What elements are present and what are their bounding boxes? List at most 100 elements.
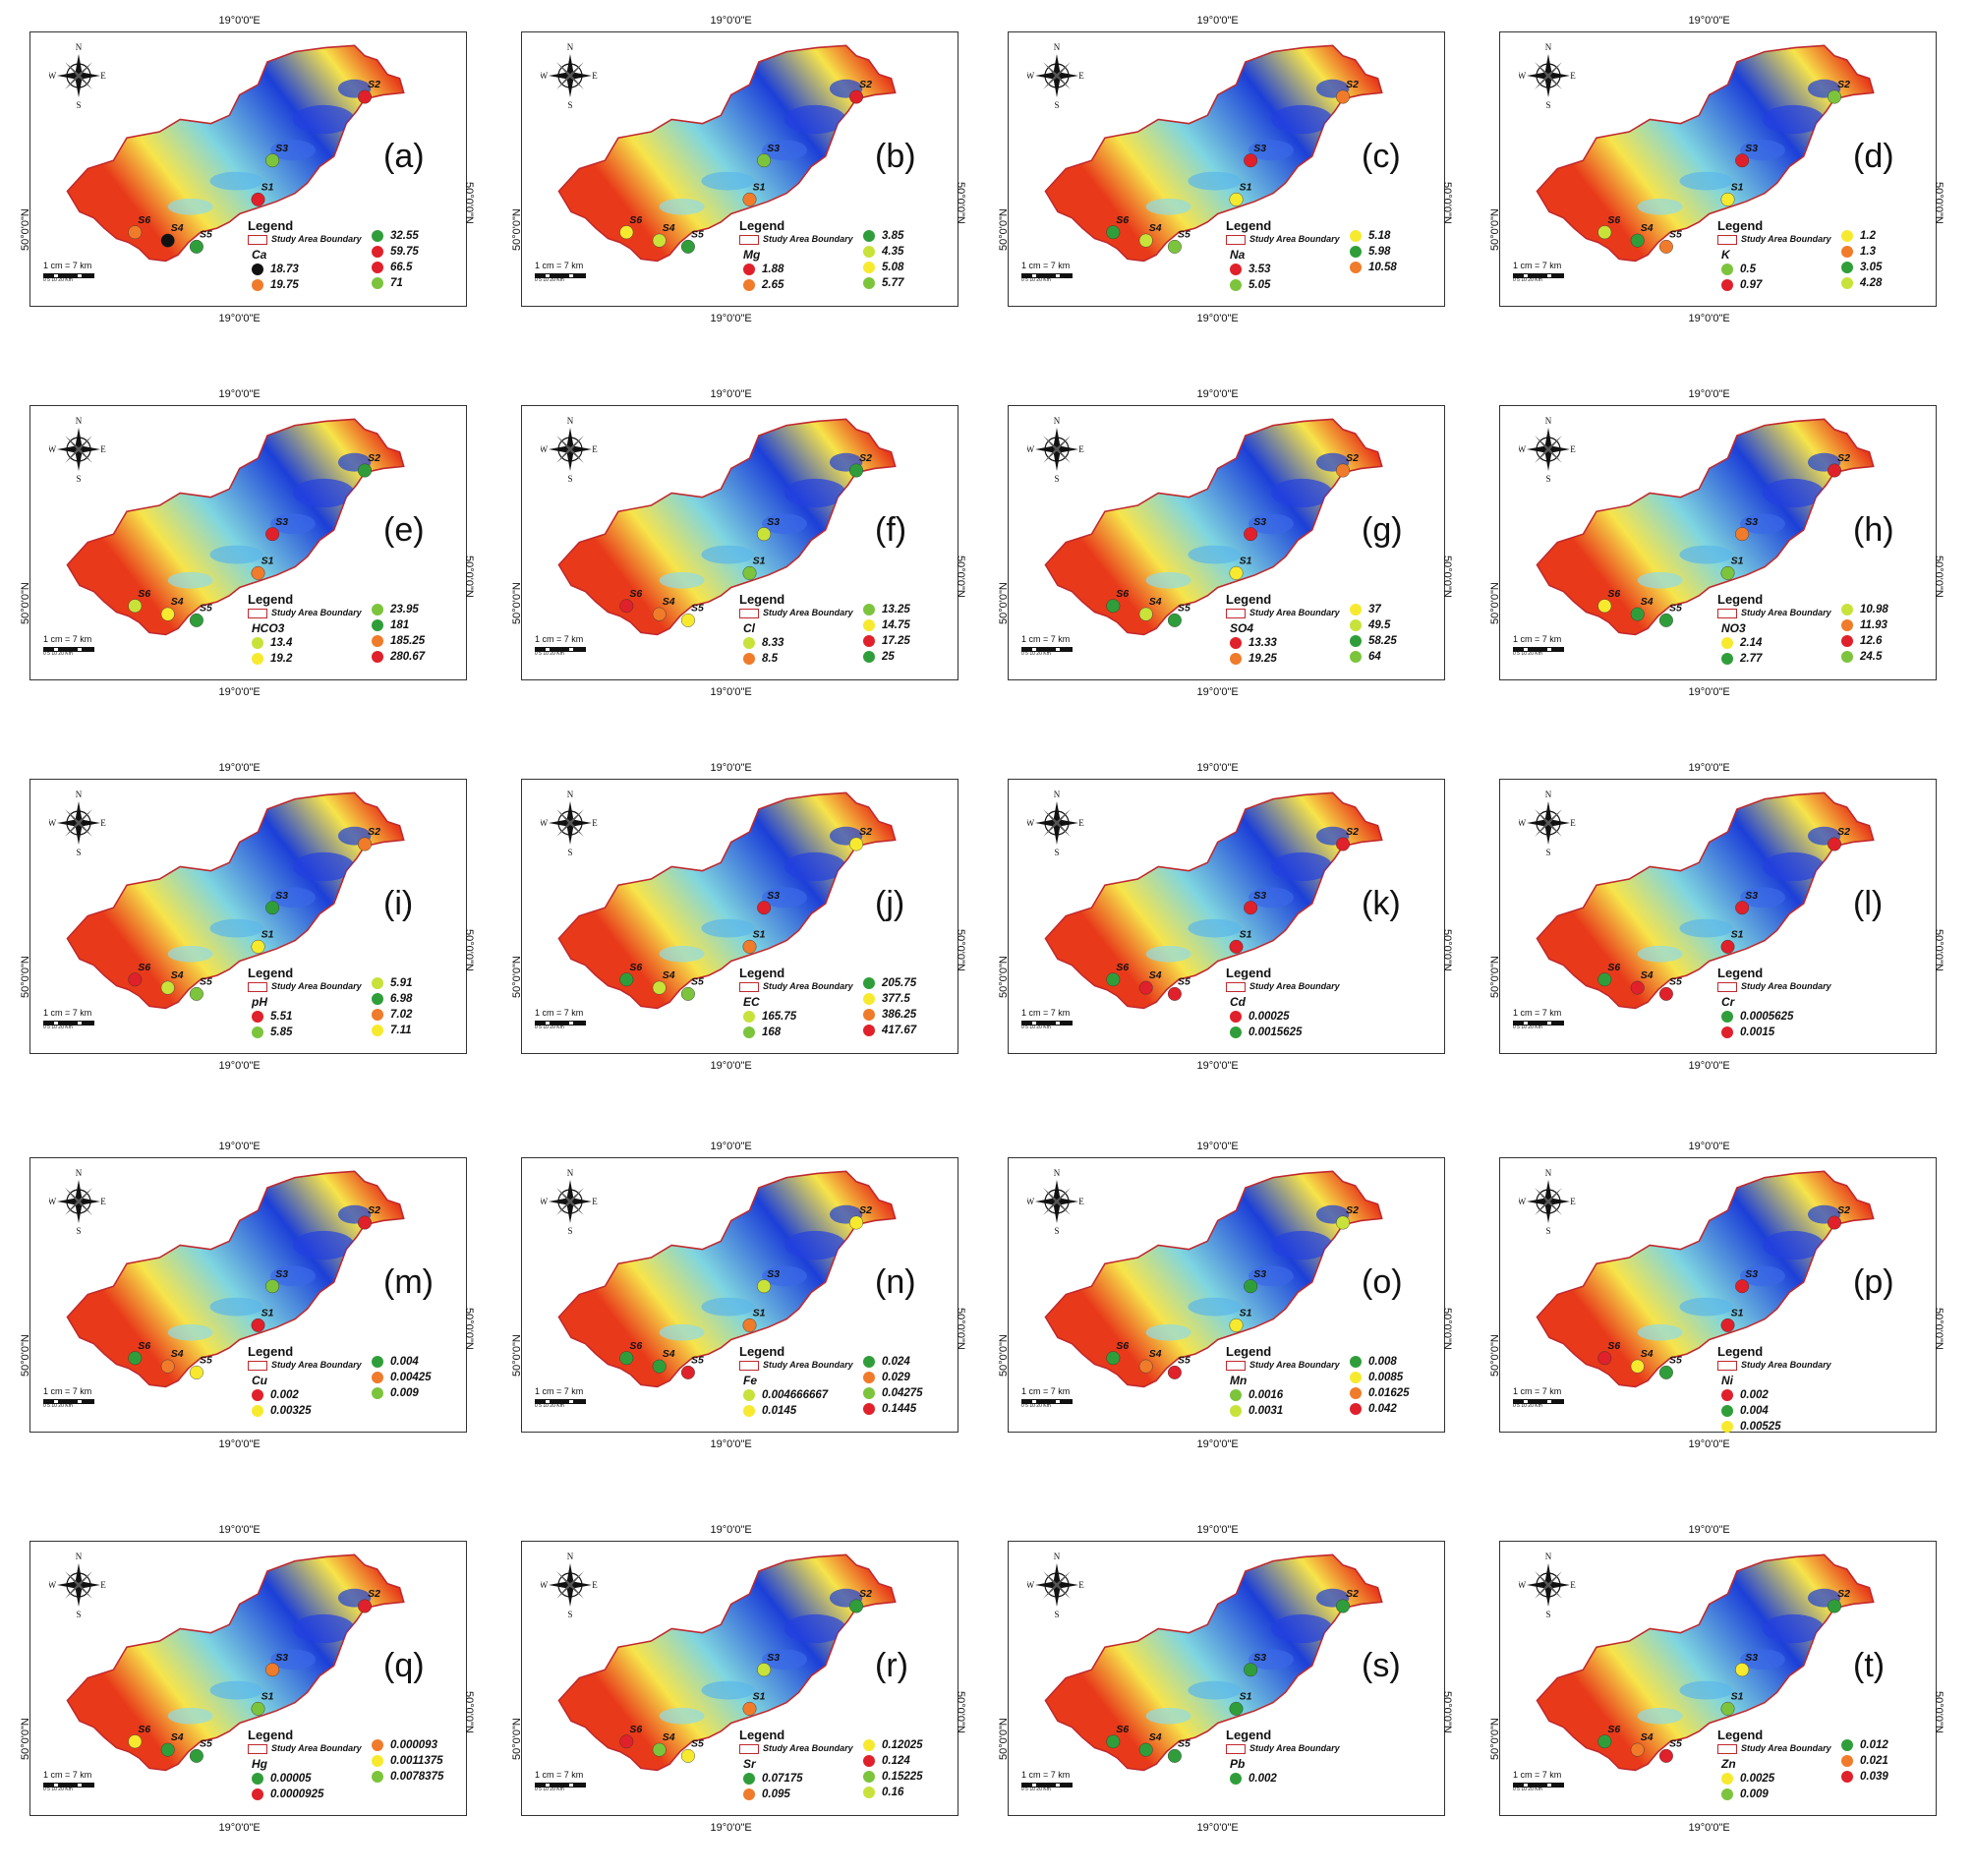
svg-text:N: N xyxy=(76,790,83,799)
legend-item: 0.07175 xyxy=(743,1773,803,1785)
svg-text:N: N xyxy=(1545,790,1552,799)
north-arrow-icon: N S W E xyxy=(1519,790,1576,857)
scale-bar-graphic xyxy=(43,647,94,652)
site-label-s4: S4 xyxy=(663,1349,675,1360)
sampling-site-s4 xyxy=(160,980,175,995)
svg-text:S: S xyxy=(76,848,81,857)
site-label-s5: S5 xyxy=(200,1355,212,1366)
legend: Legend Study Area Boundary Cl 8.33 8.5 13.25 1… xyxy=(739,592,956,690)
legend-color-dot xyxy=(372,1356,383,1368)
legend-item: 0.1445 xyxy=(863,1403,916,1415)
site-label-s1: S1 xyxy=(1731,1691,1744,1702)
sampling-site-s6 xyxy=(619,972,634,987)
svg-text:S: S xyxy=(1054,1610,1059,1619)
longitude-label-top: 19°0'0"E xyxy=(1196,762,1239,774)
scale-bar-graphic xyxy=(535,1783,586,1788)
legend-item: 1.88 xyxy=(743,264,784,275)
latitude-label-right: 50°0'0"N xyxy=(463,1308,475,1350)
legend-title: Legend xyxy=(248,1728,294,1742)
latitude-label-right: 50°0'0"N xyxy=(955,556,966,598)
site-label-s6: S6 xyxy=(138,215,150,226)
legend-color-dot xyxy=(1841,619,1853,631)
legend: Legend Study Area Boundary Sr 0.07175 0.095 0… xyxy=(739,1728,956,1826)
legend-boundary-entry: Study Area Boundary xyxy=(739,234,853,245)
boundary-swatch xyxy=(1226,1360,1246,1371)
scale-bar-ticks: 0 5 10 20 Km xyxy=(43,651,73,657)
elevation-surface xyxy=(557,1170,897,1388)
longitude-label-bottom: 19°0'0"E xyxy=(218,313,261,324)
legend-boundary-entry: Study Area Boundary xyxy=(1226,1360,1340,1371)
scale-bar-ticks: 0 5 10 20 Km xyxy=(43,1025,73,1030)
legend-color-dot xyxy=(1230,1773,1242,1785)
legend-parameter-name: Mg xyxy=(743,248,761,262)
legend-item: 23.95 xyxy=(372,604,419,616)
site-label-s4: S4 xyxy=(1641,1349,1654,1360)
svg-text:E: E xyxy=(1078,1197,1084,1206)
site-label-s4: S4 xyxy=(1149,970,1162,981)
legend: Legend Study Area Boundary Fe 0.004666667 0.… xyxy=(739,1344,956,1442)
site-label-s6: S6 xyxy=(629,963,642,973)
legend: Legend Study Area Boundary Na 3.53 5.05 5.18 5… xyxy=(1226,218,1442,317)
legend-color-dot xyxy=(252,1788,263,1800)
sampling-site-s1 xyxy=(742,1701,757,1716)
north-arrow-icon: N S W E xyxy=(1519,1168,1576,1236)
sampling-site-s3 xyxy=(1244,901,1258,915)
site-label-s2: S2 xyxy=(1346,80,1359,90)
legend-title: Legend xyxy=(248,966,294,980)
svg-text:S: S xyxy=(76,1226,81,1236)
sampling-site-s2 xyxy=(1336,837,1351,851)
site-label-s6: S6 xyxy=(1607,1725,1620,1735)
svg-text:W: W xyxy=(1027,1197,1035,1206)
site-label-s1: S1 xyxy=(1240,1691,1252,1702)
legend-item: 8.5 xyxy=(743,653,778,665)
legend-boundary-entry: Study Area Boundary xyxy=(1226,1743,1340,1754)
legend-color-dot xyxy=(863,651,875,663)
svg-text:W: W xyxy=(1519,818,1527,828)
latitude-label-right: 50°0'0"N xyxy=(1441,182,1453,224)
site-label-s2: S2 xyxy=(1837,453,1850,464)
legend-color-dot xyxy=(863,619,875,631)
legend-boundary-entry: Study Area Boundary xyxy=(248,1360,362,1371)
scale-bar: 1 cm = 7 km 0 5 10 20 Km xyxy=(1513,1008,1564,1030)
panel-letter-label: (o) xyxy=(1362,1263,1403,1301)
site-label-s2: S2 xyxy=(1346,453,1359,464)
site-label-s3: S3 xyxy=(1253,144,1266,154)
sampling-site-s4 xyxy=(160,233,175,248)
svg-text:S: S xyxy=(76,100,81,110)
north-arrow-icon: N S W E xyxy=(541,790,598,857)
legend-item: 13.4 xyxy=(252,637,292,649)
legend-item: 6.98 xyxy=(372,993,412,1005)
scale-bar-ticks: 0 5 10 20 Km xyxy=(1021,1403,1051,1409)
scale-bar-graphic xyxy=(43,1783,94,1788)
svg-text:E: E xyxy=(1570,1580,1576,1590)
legend-color-dot xyxy=(863,993,875,1005)
sampling-site-s6 xyxy=(1106,972,1121,987)
map-panel: 19°0'0"E 19°0'0"E 50°0'0"N 50°0'0"N S1 S2 S3 S4… xyxy=(1489,1519,1946,1844)
legend-boundary-entry: Study Area Boundary xyxy=(1717,981,1831,992)
site-label-s3: S3 xyxy=(767,1653,780,1664)
svg-text:W: W xyxy=(49,444,57,454)
sampling-site-s2 xyxy=(1828,837,1842,851)
legend-color-dot xyxy=(1721,653,1733,665)
scale-bar: 1 cm = 7 km 0 5 10 20 Km xyxy=(535,1770,586,1792)
longitude-label-bottom: 19°0'0"E xyxy=(1196,1822,1239,1834)
latitude-label-left: 50°0'0"N xyxy=(998,1334,1010,1377)
legend-parameter-name: Cl xyxy=(743,621,755,635)
study-area-map: S1 S2 S3 S4 S5 S6 xyxy=(1044,44,1383,263)
legend-color-dot xyxy=(372,277,383,289)
longitude-label-bottom: 19°0'0"E xyxy=(710,686,752,698)
svg-text:N: N xyxy=(1054,1168,1061,1178)
sampling-site-s3 xyxy=(265,901,280,915)
site-label-s6: S6 xyxy=(1116,1725,1129,1735)
scale-bar: 1 cm = 7 km 0 5 10 20 Km xyxy=(43,1770,94,1792)
latitude-label-right: 50°0'0"N xyxy=(955,1308,966,1350)
longitude-label-bottom: 19°0'0"E xyxy=(1688,1822,1730,1834)
legend-boundary-entry: Study Area Boundary xyxy=(1226,981,1340,992)
latitude-label-right: 50°0'0"N xyxy=(463,182,475,224)
longitude-label-bottom: 19°0'0"E xyxy=(1688,1060,1730,1072)
legend: Legend Study Area Boundary K 0.5 0.97 1.2 1.3 3… xyxy=(1717,218,1934,317)
sampling-site-s6 xyxy=(128,225,143,240)
sampling-site-s6 xyxy=(1106,1734,1121,1749)
site-label-s4: S4 xyxy=(1641,223,1654,234)
legend-item: 12.6 xyxy=(1841,635,1882,647)
